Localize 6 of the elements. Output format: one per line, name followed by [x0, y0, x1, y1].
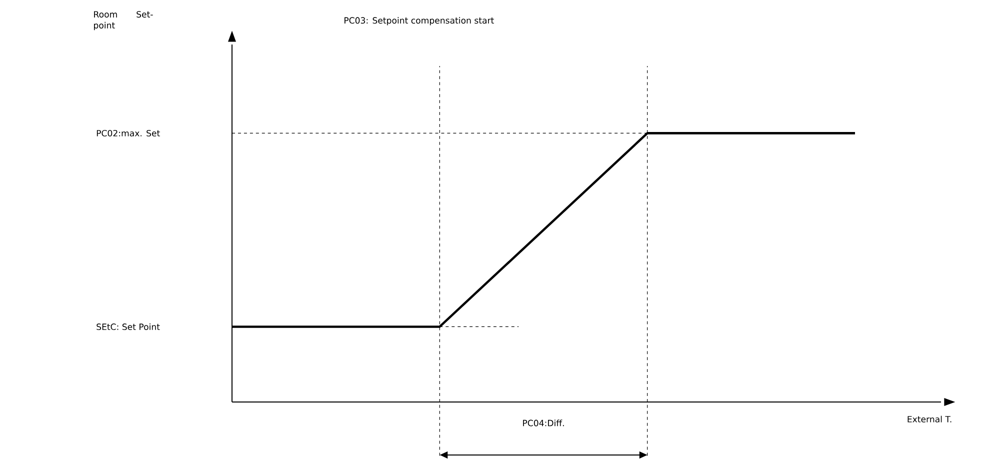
text: PC03: Setpoint compensation start: [344, 17, 494, 26]
text: PC04:Diff.: [523, 420, 564, 426]
text: Room Set-point: [94, 11, 153, 30]
text: PC02:max. Set: [96, 130, 160, 136]
text: SEtC: Set Point: [96, 323, 160, 330]
x-axis-title: External T.: [908, 416, 952, 422]
